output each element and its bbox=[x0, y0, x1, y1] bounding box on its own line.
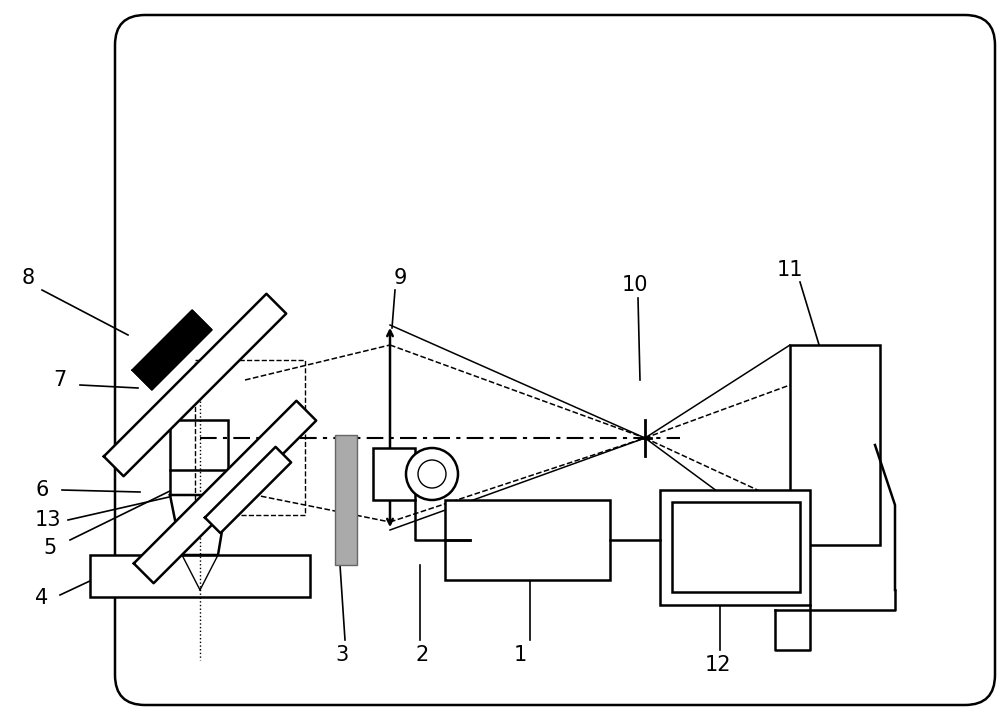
Bar bbox=[90, 555, 310, 597]
Polygon shape bbox=[132, 310, 212, 390]
Bar bbox=[335, 435, 357, 565]
Bar bbox=[790, 345, 880, 545]
Circle shape bbox=[406, 448, 458, 500]
Text: 2: 2 bbox=[415, 645, 429, 665]
Text: 3: 3 bbox=[335, 645, 349, 665]
Text: 12: 12 bbox=[705, 655, 731, 675]
Bar bbox=[170, 420, 228, 495]
Polygon shape bbox=[104, 294, 286, 476]
Circle shape bbox=[418, 460, 446, 488]
Text: 1: 1 bbox=[513, 645, 527, 665]
Bar bbox=[195, 360, 305, 515]
Bar bbox=[445, 500, 610, 580]
Polygon shape bbox=[170, 495, 228, 555]
Text: 9: 9 bbox=[393, 268, 407, 288]
Polygon shape bbox=[134, 401, 316, 583]
Text: 5: 5 bbox=[43, 538, 57, 558]
Text: 11: 11 bbox=[777, 260, 803, 280]
Bar bbox=[660, 490, 810, 605]
Text: 4: 4 bbox=[35, 588, 49, 608]
Text: 6: 6 bbox=[35, 480, 49, 500]
Polygon shape bbox=[205, 447, 291, 533]
Text: 8: 8 bbox=[21, 268, 35, 288]
Text: 13: 13 bbox=[35, 510, 61, 530]
Text: 7: 7 bbox=[53, 370, 67, 390]
Bar bbox=[373, 448, 415, 500]
Text: 10: 10 bbox=[622, 275, 648, 295]
Bar bbox=[672, 502, 800, 592]
